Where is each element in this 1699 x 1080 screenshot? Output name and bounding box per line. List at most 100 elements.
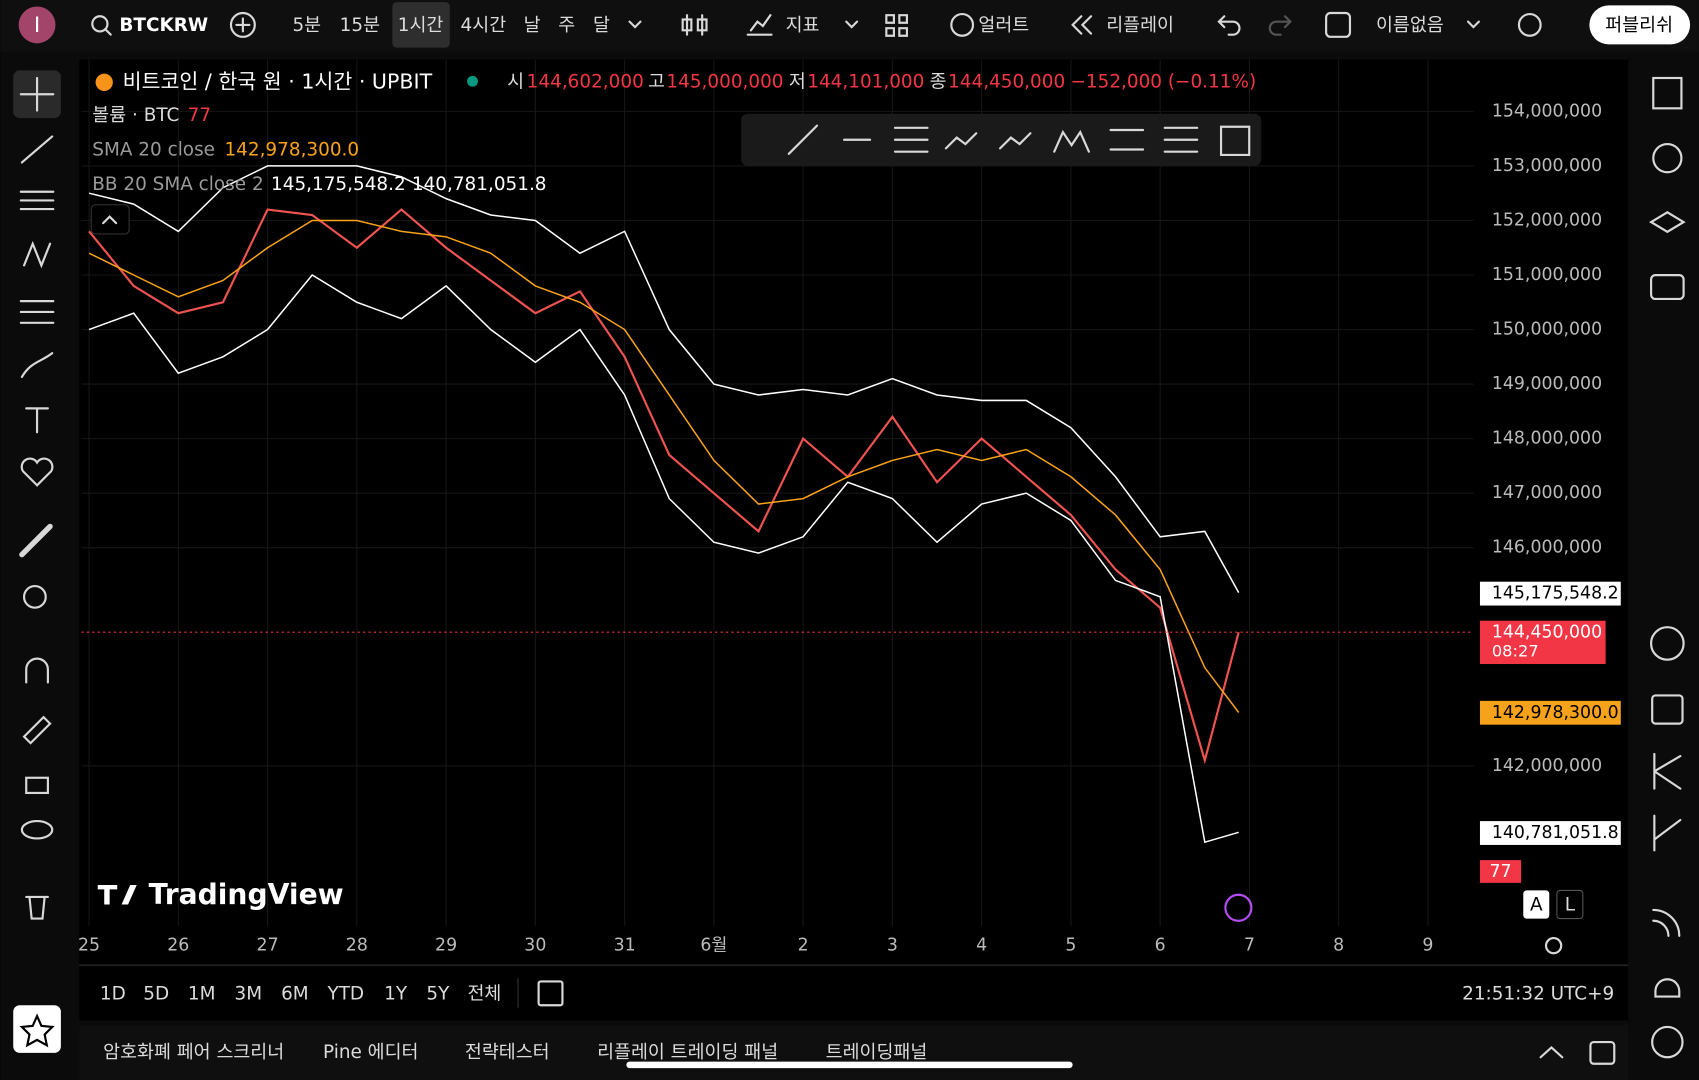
calendar[interactable] <box>1651 694 1684 725</box>
x-tick-label: 7 <box>1244 936 1255 956</box>
replay[interactable]: 리플레이 <box>1106 15 1174 36</box>
low-label: 저 <box>789 71 806 92</box>
market-status <box>467 75 478 87</box>
watchlist[interactable] <box>1652 76 1683 110</box>
interval[interactable]: 4시간 <box>461 15 507 36</box>
panel-tab[interactable]: 암호화폐 페어 스크리너 <box>103 1042 284 1063</box>
search-icon <box>104 28 112 36</box>
strategy[interactable] <box>1653 814 1682 852</box>
collapse-legend[interactable] <box>90 204 130 235</box>
search-icon[interactable] <box>91 15 109 33</box>
ideas[interactable] <box>1653 752 1682 790</box>
replay-icon[interactable] <box>1071 15 1093 35</box>
range-button[interactable]: 5Y <box>426 983 450 1004</box>
icon-tool[interactable] <box>20 457 54 487</box>
log-scale[interactable] <box>1556 889 1584 920</box>
add-symbol[interactable] <box>229 11 256 38</box>
home-indicator <box>626 1061 1073 1069</box>
chart-type-icon[interactable] <box>681 14 708 36</box>
hide-tool[interactable] <box>20 820 54 840</box>
alert[interactable]: 얼러트 <box>978 15 1029 36</box>
favorites[interactable] <box>13 1005 61 1053</box>
panel-tab[interactable]: 트레이딩패널 <box>826 1042 928 1063</box>
layout-name[interactable]: 이름없음 <box>1376 15 1444 36</box>
quick-icon[interactable] <box>1517 12 1542 37</box>
alert-icon[interactable] <box>950 12 975 37</box>
publish-button[interactable] <box>1589 5 1691 45</box>
interval[interactable]: 15분 <box>340 15 380 36</box>
chart-pane <box>79 59 1629 965</box>
drawing-tools[interactable] <box>787 124 1251 156</box>
event-icon[interactable] <box>1224 893 1253 922</box>
x-tick-label: 27 <box>257 936 279 956</box>
interval[interactable]: 주 <box>558 15 575 36</box>
expand-panel[interactable] <box>1539 1046 1564 1059</box>
undo[interactable] <box>1217 15 1241 36</box>
line-tool[interactable] <box>20 135 54 164</box>
range-button[interactable]: 5D <box>143 983 169 1004</box>
panel-tab[interactable]: 리플레이 트레이딩 패널 <box>597 1042 778 1063</box>
indicators[interactable]: 지표 <box>786 15 820 36</box>
range-button[interactable]: 전체 <box>468 983 502 1004</box>
active-interval-bg <box>392 2 450 48</box>
text-tool[interactable] <box>25 407 49 434</box>
avatar[interactable] <box>18 6 56 44</box>
crosshair-tool[interactable] <box>19 76 55 112</box>
chevron[interactable] <box>845 20 859 29</box>
target[interactable] <box>1650 626 1685 661</box>
symbol[interactable]: BTCKRW <box>119 15 208 36</box>
interval[interactable]: 5분 <box>292 15 321 36</box>
x-tick-label: 2 <box>798 936 809 956</box>
chat[interactable] <box>1650 274 1685 301</box>
interval[interactable]: 달 <box>593 15 610 36</box>
x-tick-label: 6 <box>1155 936 1166 956</box>
range-button[interactable]: YTD <box>326 983 364 1004</box>
countdown: 08:27 <box>1492 642 1539 661</box>
x-tick-label: 29 <box>435 936 457 956</box>
layout-icon[interactable] <box>885 14 908 37</box>
range-button[interactable]: 6M <box>281 983 309 1004</box>
chevron[interactable] <box>1466 20 1480 29</box>
pattern-tool[interactable] <box>22 240 52 269</box>
alerts[interactable] <box>1652 142 1683 174</box>
maximize-panel[interactable] <box>1589 1041 1616 1065</box>
range-button[interactable]: 3M <box>234 983 262 1004</box>
panel-tab[interactable]: 전략테스터 <box>465 1042 550 1063</box>
notifications[interactable] <box>1654 978 1681 998</box>
low-value: 144,101,000 <box>807 71 924 92</box>
series-line <box>88 274 1239 844</box>
redo[interactable] <box>1268 15 1292 36</box>
lock-draw-tool[interactable] <box>22 715 52 745</box>
brush-tool[interactable] <box>20 352 54 379</box>
interval[interactable]: 날 <box>524 15 541 36</box>
range-button[interactable]: 1D <box>100 983 126 1004</box>
forecast-tool[interactable] <box>19 300 55 324</box>
interval[interactable]: 1시간 <box>398 15 444 36</box>
layout-box[interactable] <box>1325 11 1352 38</box>
zoom-tool[interactable] <box>22 584 47 609</box>
auto-scale[interactable] <box>1523 890 1550 919</box>
left-toolbar <box>13 70 61 1053</box>
open-label: 시 <box>507 71 524 92</box>
stream[interactable] <box>1652 908 1681 938</box>
layers[interactable] <box>1648 211 1686 234</box>
range-button[interactable]: 1Y <box>384 983 408 1004</box>
lock-tool[interactable] <box>25 776 49 795</box>
clock: 21:51:32 UTC+9 <box>1462 983 1614 1004</box>
indicator-icon[interactable] <box>746 14 773 36</box>
chevron[interactable] <box>628 20 642 29</box>
panel-tab[interactable]: Pine 에디터 <box>323 1042 418 1063</box>
range-button[interactable]: 1M <box>188 983 216 1004</box>
ruler-tool[interactable] <box>19 523 53 558</box>
y-tick-label: 153,000,000 <box>1492 156 1602 176</box>
y-tick-label: 150,000,000 <box>1492 320 1602 340</box>
fib-tool[interactable] <box>19 190 55 211</box>
goto-date[interactable] <box>537 980 564 1007</box>
trash-tool[interactable] <box>25 895 49 920</box>
x-tick-label: 28 <box>346 936 368 956</box>
help[interactable] <box>1651 1025 1684 1059</box>
magnet-tool[interactable] <box>25 657 49 684</box>
settings[interactable] <box>1544 937 1563 955</box>
